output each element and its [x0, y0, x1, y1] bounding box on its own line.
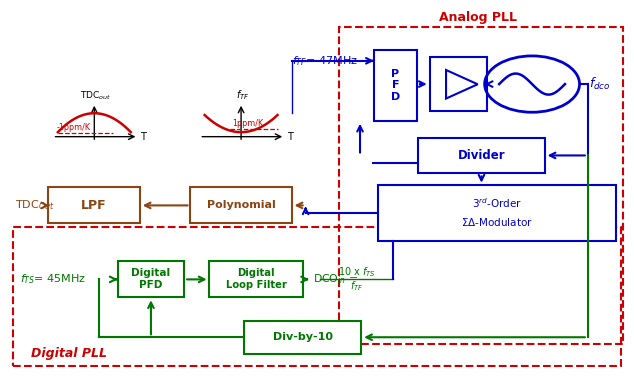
Bar [209, 261, 303, 297]
Text: $3^{rd}$-Order: $3^{rd}$-Order [472, 196, 522, 210]
Text: Digital
PFD: Digital PFD [131, 268, 171, 290]
Text: $f_{TF}$= 47MHz: $f_{TF}$= 47MHz [292, 55, 358, 69]
Text: $\Sigma\Delta$-Modulator: $\Sigma\Delta$-Modulator [461, 216, 533, 228]
Text: T: T [140, 132, 146, 142]
Text: -1ppm/K: -1ppm/K [56, 123, 91, 132]
Text: Div-by-10: Div-by-10 [273, 332, 333, 342]
Text: DCO$_{in}$ =: DCO$_{in}$ = [313, 273, 358, 286]
Text: T: T [287, 132, 292, 142]
Text: $f_{TS}$= 45MHz: $f_{TS}$= 45MHz [20, 273, 86, 286]
Text: 1ppm/K: 1ppm/K [232, 119, 263, 128]
Text: 10 x $f_{TS}$: 10 x $f_{TS}$ [338, 265, 376, 279]
Bar [430, 57, 486, 112]
Bar [48, 187, 140, 223]
Bar [118, 261, 184, 297]
Text: $f_{TF}$: $f_{TF}$ [350, 279, 364, 293]
Text: Digital PLL: Digital PLL [31, 346, 107, 360]
Bar [374, 49, 417, 121]
Bar [244, 321, 361, 354]
Bar [339, 27, 623, 344]
Text: TDC$_{out}$: TDC$_{out}$ [80, 89, 112, 101]
Bar [418, 138, 545, 173]
Text: Polynomial: Polynomial [207, 200, 275, 210]
Text: Divider: Divider [458, 149, 505, 162]
Bar [378, 185, 616, 241]
Text: LPF: LPF [81, 199, 107, 212]
Text: Analog PLL: Analog PLL [439, 11, 517, 24]
Text: Digital
Loop Filter: Digital Loop Filter [226, 268, 287, 290]
Text: TDC$_{Out}$: TDC$_{Out}$ [15, 199, 54, 212]
Bar [190, 187, 292, 223]
Bar [13, 227, 621, 366]
Text: $f_{dco}$: $f_{dco}$ [589, 76, 611, 92]
Text: $f_{TF}$: $f_{TF}$ [236, 88, 249, 101]
Text: P
F
D: P F D [391, 69, 400, 102]
